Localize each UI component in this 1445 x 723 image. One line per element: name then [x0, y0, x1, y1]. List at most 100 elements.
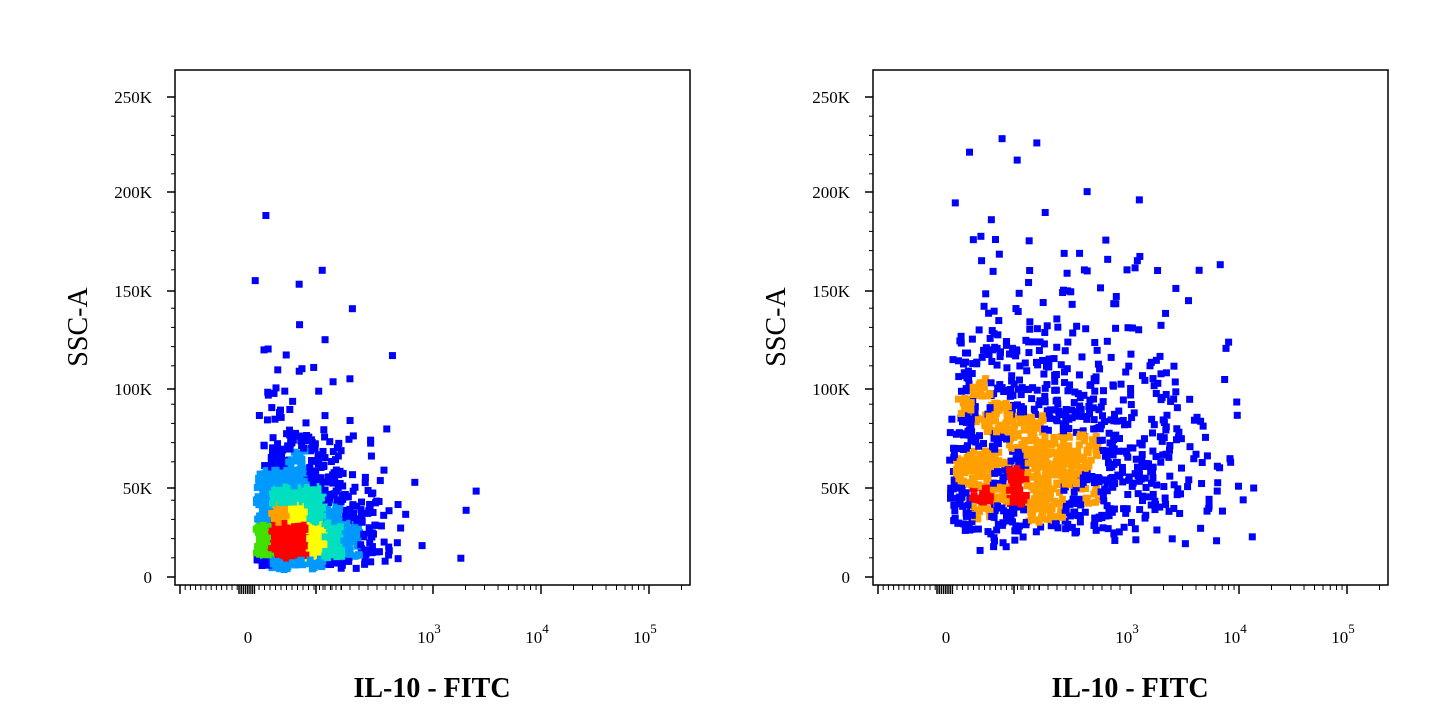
data-point	[1239, 496, 1247, 504]
data-point	[1065, 433, 1073, 441]
data-point	[282, 351, 290, 359]
data-point	[970, 492, 978, 500]
data-point	[1133, 257, 1141, 265]
data-point	[290, 477, 298, 485]
data-point	[1099, 387, 1107, 395]
data-point	[1093, 346, 1101, 354]
data-point	[318, 509, 326, 517]
data-point	[1152, 453, 1160, 461]
data-point	[1071, 408, 1079, 416]
data-point	[993, 462, 1001, 470]
data-point	[1002, 512, 1010, 520]
data-point	[341, 520, 349, 528]
data-point	[996, 434, 1004, 442]
data-point	[349, 471, 357, 479]
data-point	[1205, 504, 1213, 512]
data-point	[1047, 450, 1055, 458]
data-point	[1221, 375, 1229, 383]
y-axis-title: SSC-A	[63, 287, 94, 367]
data-point	[277, 541, 285, 549]
data-point	[985, 309, 993, 317]
data-point	[967, 399, 975, 407]
data-point	[271, 504, 279, 512]
data-point	[329, 479, 337, 487]
data-point	[394, 501, 402, 509]
data-point	[1198, 459, 1206, 467]
data-point	[388, 352, 396, 360]
data-point	[303, 511, 311, 519]
data-point	[1062, 505, 1070, 513]
data-point	[298, 528, 306, 536]
data-point	[357, 541, 365, 549]
x-axis-title: IL-10 - FITC	[353, 673, 510, 704]
data-point	[972, 511, 980, 519]
data-point	[268, 509, 276, 517]
data-point	[1063, 447, 1071, 455]
data-point	[967, 453, 975, 461]
data-point	[1026, 437, 1034, 445]
data-point	[366, 539, 374, 547]
data-point	[1059, 476, 1067, 484]
data-point	[361, 473, 369, 481]
data-point	[1085, 499, 1093, 507]
data-point	[385, 543, 393, 551]
data-point	[1024, 468, 1032, 476]
data-point	[1046, 491, 1054, 499]
data-point	[1008, 372, 1016, 380]
data-point	[285, 458, 293, 466]
data-point	[351, 552, 359, 560]
data-point	[1065, 415, 1073, 423]
data-point	[383, 425, 391, 433]
data-point	[1214, 479, 1222, 487]
data-point	[323, 506, 331, 514]
data-point	[418, 542, 426, 550]
data-point	[1087, 456, 1095, 464]
plot-frame	[174, 69, 691, 586]
data-point	[1051, 512, 1059, 520]
data-point	[957, 387, 965, 395]
data-point	[990, 433, 998, 441]
data-point	[263, 517, 271, 525]
data-point	[273, 532, 281, 540]
data-point	[967, 421, 975, 429]
data-point	[1055, 500, 1063, 508]
data-point	[1043, 322, 1051, 330]
data-point	[1105, 447, 1113, 455]
data-point	[986, 334, 994, 342]
data-point	[984, 392, 992, 400]
data-point	[1068, 499, 1076, 507]
data-point	[1156, 433, 1164, 441]
data-point	[1070, 488, 1078, 496]
data-point	[1048, 505, 1056, 513]
data-point	[1157, 396, 1165, 404]
data-point	[1102, 236, 1110, 244]
data-point	[1086, 409, 1094, 417]
data-point	[1046, 512, 1054, 520]
data-point	[1125, 473, 1133, 481]
data-point	[1104, 525, 1112, 533]
data-point	[274, 518, 282, 526]
data-point	[1131, 264, 1139, 272]
data-point	[1172, 388, 1180, 396]
data-point	[1025, 349, 1033, 357]
data-point	[279, 550, 287, 558]
data-point	[1168, 535, 1176, 543]
data-point	[1042, 484, 1050, 492]
data-point	[1011, 487, 1019, 495]
data-point	[1127, 518, 1135, 526]
data-point	[956, 500, 964, 508]
data-point	[306, 468, 314, 476]
data-point	[1149, 429, 1157, 437]
data-point	[1089, 436, 1097, 444]
data-point	[978, 353, 986, 361]
data-point	[955, 493, 963, 501]
data-point	[393, 539, 401, 547]
data-point	[1034, 473, 1042, 481]
data-point	[321, 521, 329, 529]
data-point	[1051, 406, 1059, 414]
data-point	[1097, 488, 1105, 496]
data-point	[995, 457, 1003, 465]
data-point	[982, 375, 990, 383]
data-point	[1006, 486, 1014, 494]
data-point	[1031, 464, 1039, 472]
